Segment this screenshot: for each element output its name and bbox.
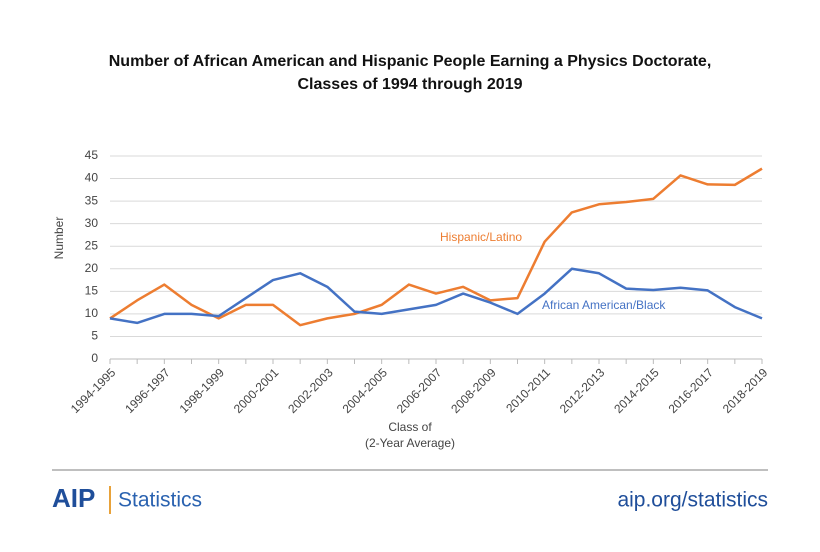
x-tick-label: 2010-2011 (503, 365, 553, 415)
y-tick-label: 30 (85, 216, 99, 230)
y-axis-title: Number (52, 217, 66, 260)
x-tick-label: 2012-2013 (557, 365, 608, 416)
x-tick-label: 2008-2009 (448, 365, 499, 416)
y-tick-label: 5 (91, 329, 98, 343)
series-line (109, 267, 763, 325)
x-tick-label: 2014-2015 (611, 365, 662, 416)
y-tick-label: 20 (85, 261, 99, 275)
x-axis-title: (2-Year Average) (365, 436, 455, 450)
y-tick-label: 25 (85, 238, 99, 252)
y-tick-label: 40 (85, 171, 99, 185)
x-tick-label: 1994-1995 (68, 365, 119, 416)
y-tick-label: 35 (85, 193, 99, 207)
y-tick-label: 10 (85, 306, 99, 320)
x-tick-label: 2004-2005 (340, 365, 391, 416)
x-tick-label: 2006-2007 (394, 365, 445, 416)
y-tick-label: 0 (91, 351, 98, 365)
x-tick-label: 1996-1997 (122, 365, 173, 416)
x-tick-label: 2016-2017 (666, 365, 717, 416)
chart-title: Number of African American and Hispanic … (109, 53, 712, 70)
footer-logo: AIP (52, 483, 95, 513)
series-label: African American/Black (542, 298, 666, 312)
y-tick-label: 45 (85, 148, 99, 162)
x-axis-title: Class of (388, 420, 432, 434)
x-tick-label: 2018-2019 (720, 365, 771, 416)
x-tick-label: 1998-1999 (177, 365, 228, 416)
x-tick-label: 2002-2003 (285, 365, 336, 416)
series-label: Hispanic/Latino (440, 230, 522, 244)
chart-title: Classes of 1994 through 2019 (298, 76, 523, 93)
x-tick-label: 2000-2001 (231, 365, 282, 416)
y-tick-label: 15 (85, 284, 99, 298)
footer-logo-text: Statistics (118, 489, 202, 512)
series-line (109, 167, 763, 327)
footer-url[interactable]: aip.org/statistics (617, 489, 768, 512)
